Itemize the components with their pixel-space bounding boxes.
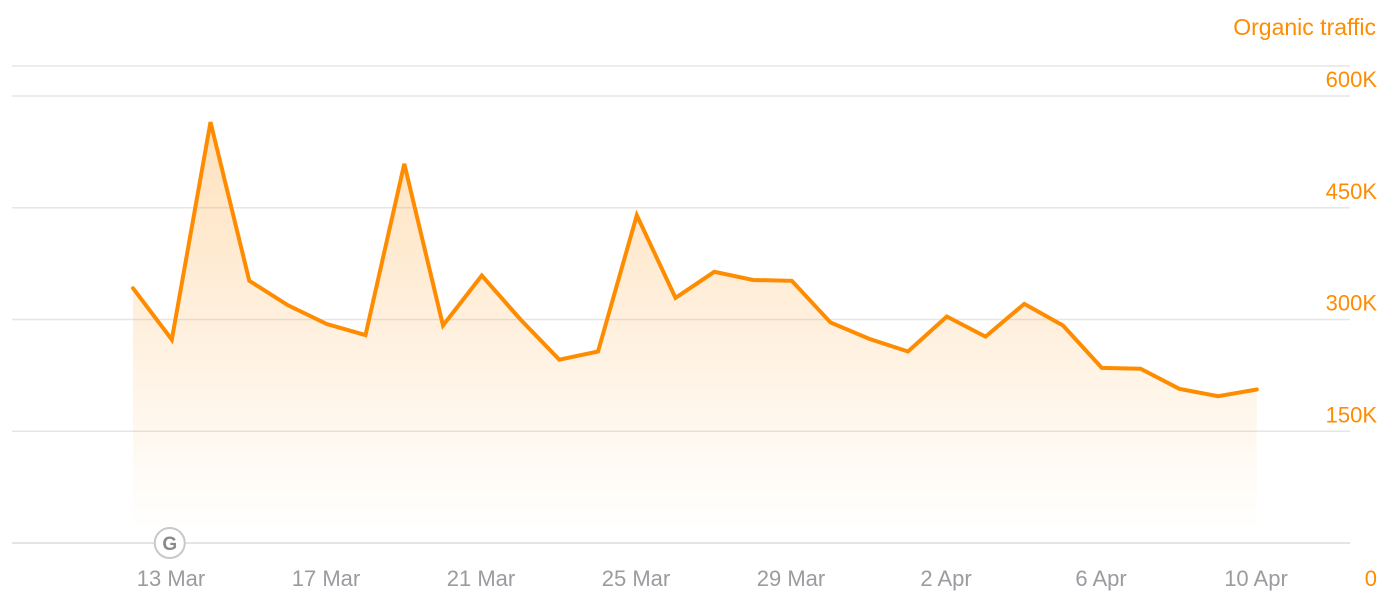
series-area [133,122,1257,530]
data-point[interactable] [745,272,761,288]
data-point[interactable] [164,332,180,348]
series-title: Organic traffic [1233,14,1376,40]
x-tick-label: 29 Mar [757,566,825,591]
data-point[interactable] [358,327,374,343]
x-tick-label: 13 Mar [137,566,205,591]
data-point[interactable] [668,290,684,306]
x-tick-label: 21 Mar [447,566,515,591]
x-tick-label: 6 Apr [1075,566,1126,591]
x-tick-label: 25 Mar [602,566,670,591]
data-point[interactable] [590,344,606,360]
data-point[interactable] [939,309,955,325]
series-line [131,121,1259,399]
data-point[interactable] [435,317,451,333]
data-point[interactable] [474,268,490,284]
data-point[interactable] [551,352,567,368]
data-point[interactable] [629,207,645,223]
data-point[interactable] [823,314,839,330]
data-point[interactable] [1094,360,1110,376]
x-tick-label: 17 Mar [292,566,360,591]
data-point[interactable] [241,273,257,289]
google-update-icon[interactable]: G [153,527,186,559]
data-point[interactable] [861,331,877,347]
x-tick-label: 2 Apr [920,566,971,591]
data-point[interactable] [319,316,335,332]
y-tick-label: 450K [1326,179,1378,204]
data-point[interactable] [513,312,529,328]
x-tick-label: 10 Apr [1224,566,1288,591]
data-point[interactable] [1133,361,1149,377]
y-tick-label: 0 [1365,566,1377,591]
data-point[interactable] [1171,381,1187,397]
y-tick-label: 300K [1326,291,1378,316]
data-point[interactable] [1210,388,1226,404]
data-point[interactable] [1055,317,1071,333]
data-point[interactable] [1249,382,1265,398]
annotation-label: G [162,534,177,555]
data-point[interactable] [396,156,412,172]
data-point[interactable] [978,329,994,345]
data-point[interactable] [1016,296,1032,312]
data-point[interactable] [706,264,722,280]
data-point[interactable] [784,273,800,289]
y-tick-label: 150K [1326,402,1378,427]
data-point[interactable] [900,344,916,360]
y-tick-label: 600K [1326,67,1378,92]
data-point[interactable] [203,114,219,130]
data-point[interactable] [280,297,296,313]
data-point[interactable] [125,280,141,296]
